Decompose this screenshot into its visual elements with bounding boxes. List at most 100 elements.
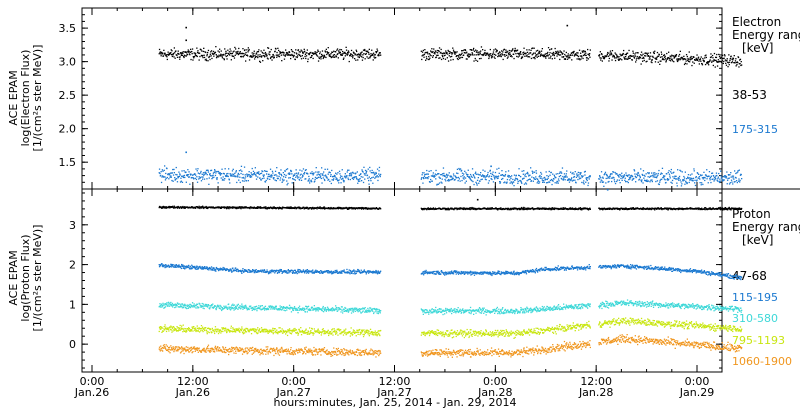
data-point [228,270,230,272]
data-point [620,177,622,180]
data-point [635,181,637,183]
data-point [727,179,729,181]
data-point [651,59,653,61]
data-point [255,174,257,176]
data-point [737,180,740,182]
electron-ytick-label: 3.5 [59,22,77,35]
data-point [322,173,324,175]
data-point [364,48,366,51]
data-point [441,182,443,184]
data-point [269,271,271,274]
data-point [348,208,350,210]
data-point [259,60,261,62]
data-point [259,207,261,209]
data-point [442,56,444,58]
data-point [677,58,679,60]
data-point [506,50,508,52]
data-point [332,207,334,209]
data-point [260,269,262,271]
data-point [248,49,250,52]
data-point [688,181,690,184]
data-point [533,56,536,58]
data-point [566,58,569,60]
data-point [737,61,739,64]
data-point [357,182,359,184]
data-point [187,169,189,171]
data-point [209,53,211,55]
data-point [206,266,208,269]
data-point [287,270,289,272]
data-point [248,207,251,209]
data-point [171,50,173,52]
data-point [287,173,289,175]
data-point [501,170,503,172]
data-point [587,184,589,187]
data-point [599,175,601,177]
data-point [583,50,585,52]
data-point [568,208,570,210]
data-point [179,207,181,209]
data-point [515,50,517,52]
data-point [588,178,590,180]
data-point [579,172,581,174]
data-point [586,177,588,179]
data-point [345,176,347,178]
data-point [265,55,267,57]
data-point [355,272,357,274]
data-point [178,264,180,266]
data-point [573,50,575,53]
data-point [478,174,480,176]
data-point [708,207,711,209]
data-point [681,208,683,210]
data-point [181,175,183,177]
data-point [172,205,174,207]
data-point [160,181,163,184]
data-point [533,178,535,180]
data-point [580,172,582,174]
data-point [311,271,313,273]
data-point [270,48,272,51]
data-point [377,179,379,182]
data-point [289,207,291,210]
data-point [423,172,425,174]
data-point [661,178,663,180]
data-point [704,57,706,59]
data-point [309,180,311,182]
data-point [354,208,357,210]
data-point [350,271,352,273]
data-point [641,173,643,176]
data-point [692,177,695,179]
data-point [702,183,704,186]
data-point [711,61,713,63]
data-point [484,170,486,172]
data-point [315,269,317,271]
data-point [232,55,234,57]
data-point [629,175,631,177]
data-point [173,168,175,171]
data-point [226,52,228,54]
data-point [169,174,171,176]
data-point [286,51,288,54]
data-point [228,208,230,210]
data-point [368,176,370,178]
data-point [616,173,618,175]
data-point [725,64,728,66]
data-point [670,168,672,171]
data-point [329,272,331,274]
data-point [464,182,466,184]
data-point [572,51,574,53]
data-point [170,176,172,178]
data-point [716,180,719,182]
data-point [642,60,644,62]
data-point [342,53,344,55]
data-point [420,50,422,52]
data-point [264,56,266,58]
data-point [719,60,721,62]
data-point [585,57,588,59]
data-point [434,173,436,175]
data-point [559,58,561,61]
data-point [693,62,695,64]
data-point [342,50,344,53]
data-point [284,170,286,172]
data-point [338,179,340,181]
